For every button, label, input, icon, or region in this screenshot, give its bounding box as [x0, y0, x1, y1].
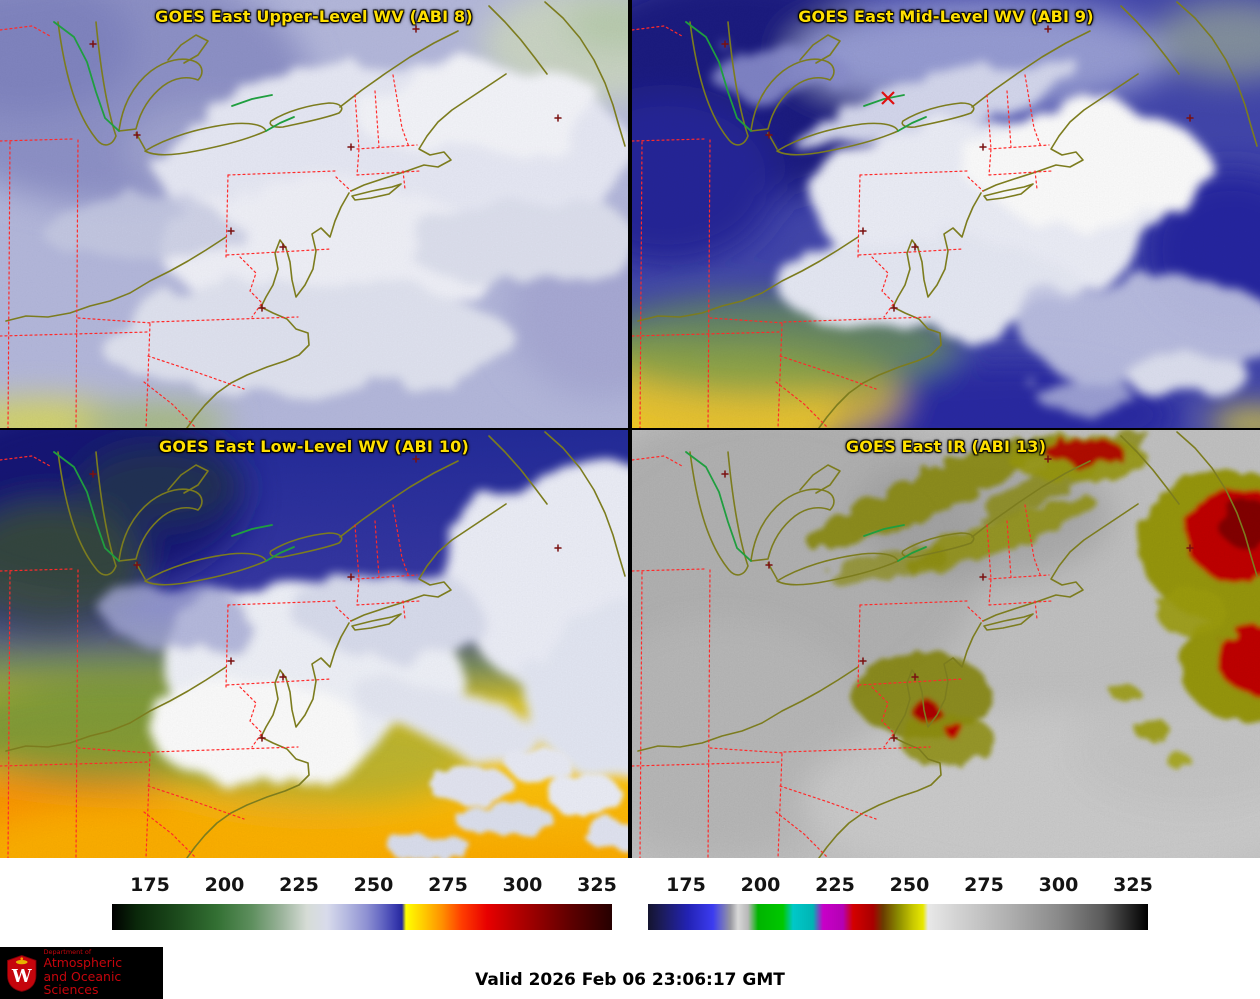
valid-time: Valid 2026 Feb 06 23:06:17 GMT — [475, 970, 785, 990]
colorbar-wv-ticks: 175 200 225 250 275 300 325 — [112, 858, 617, 902]
panel-upper-level-wv: GOES East Upper-Level WV (ABI 8) — [0, 0, 628, 428]
panel-mid-level-wv: GOES East Mid-Level WV (ABI 9) — [632, 0, 1260, 428]
satellite-image-abi10 — [0, 430, 628, 858]
tick-label: 175 — [130, 874, 170, 896]
logo-name-line2: and Oceanic Sciences — [43, 968, 122, 998]
colorbar-wv-gradient — [112, 904, 612, 930]
tick-label: 250 — [889, 874, 930, 896]
uw-crest-icon: W — [7, 954, 37, 992]
legend-row: 175 200 225 250 275 300 325 175 200 225 … — [0, 858, 1260, 940]
panel-low-level-wv: GOES East Low-Level WV (ABI 10) — [0, 430, 628, 858]
footer: W Department of Atmospheric and Oceanic … — [0, 940, 1260, 999]
crest-letter: W — [11, 967, 32, 987]
panel-title-abi13: GOES East IR (ABI 13) — [845, 437, 1047, 456]
tick-label: 175 — [666, 874, 706, 896]
logo-text: Department of Atmospheric and Oceanic Sc… — [43, 949, 158, 997]
colorbar-ir-gradient — [648, 904, 1148, 930]
tick-label: 300 — [1038, 874, 1079, 896]
colorbar-ir: 175 200 225 250 275 300 325 — [648, 858, 1153, 940]
panel-title-abi9: GOES East Mid-Level WV (ABI 9) — [798, 7, 1094, 26]
satellite-image-abi8 — [0, 0, 628, 428]
tick-label: 225 — [279, 874, 319, 896]
colorbar-wv: 175 200 225 250 275 300 325 — [112, 858, 617, 940]
logo-name-line1: Atmospheric — [43, 955, 123, 971]
tick-label: 325 — [577, 874, 617, 896]
tick-label: 200 — [740, 874, 781, 896]
satellite-image-abi9 — [632, 0, 1260, 428]
colorbar-ir-ticks: 175 200 225 250 275 300 325 — [648, 858, 1153, 902]
tick-label: 200 — [204, 874, 245, 896]
aos-logo: W Department of Atmospheric and Oceanic … — [0, 947, 163, 999]
logo-dept-line: Department of — [43, 948, 92, 957]
tick-label: 250 — [353, 874, 394, 896]
tick-label: 300 — [502, 874, 543, 896]
tick-label: 225 — [815, 874, 855, 896]
satellite-quad-grid: GOES East Upper-Level WV (ABI 8) — [0, 0, 1260, 858]
tick-label: 275 — [964, 874, 1004, 896]
panel-title-abi10: GOES East Low-Level WV (ABI 10) — [158, 437, 469, 456]
tick-label: 275 — [428, 874, 468, 896]
panel-ir: GOES East IR (ABI 13) — [632, 430, 1260, 858]
tick-label: 325 — [1113, 874, 1153, 896]
satellite-image-abi13 — [632, 430, 1260, 858]
panel-title-abi8: GOES East Upper-Level WV (ABI 8) — [155, 7, 473, 26]
